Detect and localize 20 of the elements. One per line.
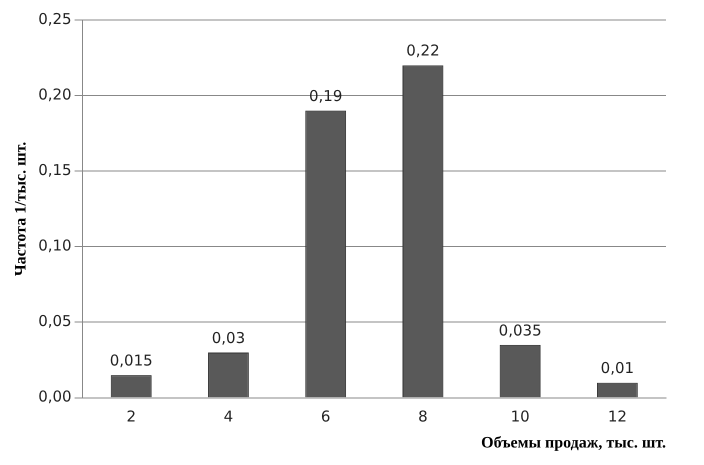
x-tick-label: 2	[126, 408, 136, 426]
data-label: 0,015	[110, 352, 153, 370]
data-label: 0,035	[498, 321, 542, 340]
x-tick-label: 4	[224, 408, 234, 426]
x-tick-label: 10	[510, 408, 530, 426]
y-tick-label: 0,15	[38, 161, 72, 180]
x-tick-label: 12	[608, 408, 627, 426]
data-label: 0,01	[600, 359, 634, 378]
y-tick-label: 0,10	[38, 236, 72, 255]
y-tick-label: 0,00	[38, 388, 72, 406]
y-axis-title: Частота 1/тыс. шт.	[12, 142, 30, 276]
data-label: 0,19	[308, 87, 342, 106]
y-tick-label: 0,05	[38, 312, 72, 330]
data-label: 0,22	[406, 42, 440, 60]
y-tick-label: 0,25	[38, 10, 72, 28]
x-tick-label: 8	[418, 408, 428, 426]
data-label: 0,03	[212, 328, 246, 347]
x-tick-label: 6	[320, 408, 330, 426]
x-axis-title: Объемы продаж, тыс. шт.	[481, 434, 666, 452]
y-tick-label: 0,20	[38, 85, 72, 104]
